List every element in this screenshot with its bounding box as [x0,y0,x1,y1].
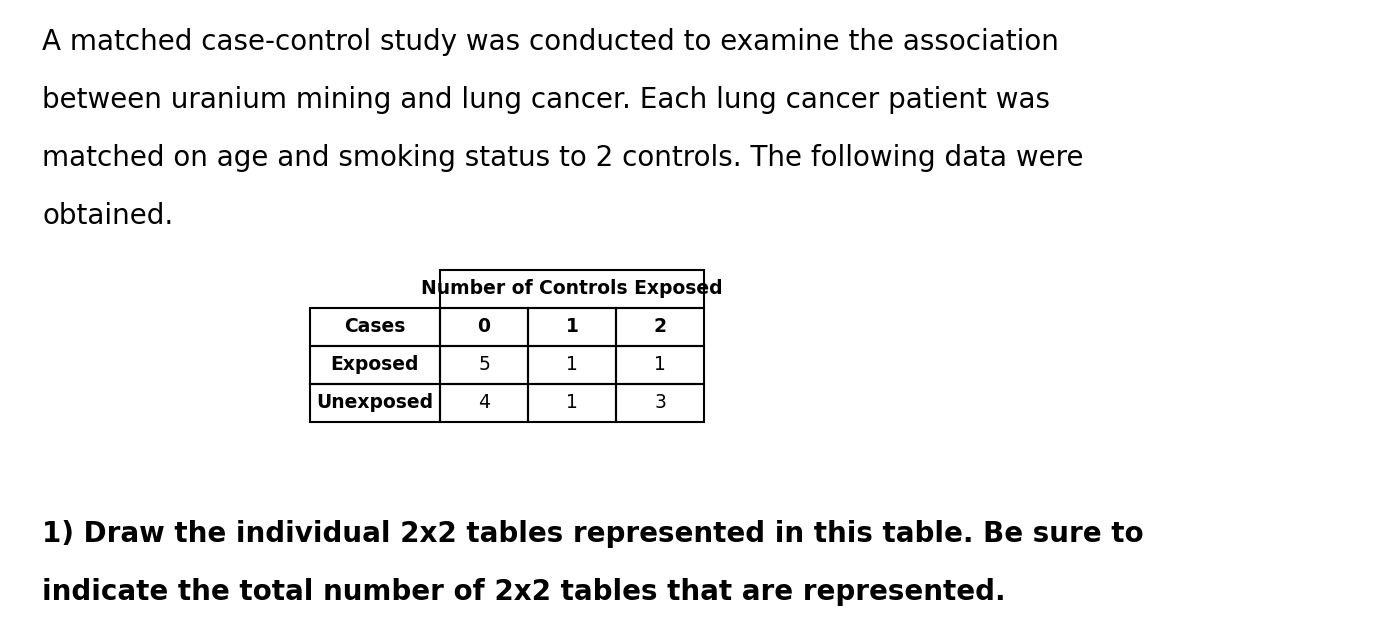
Text: 1: 1 [566,317,579,337]
Bar [616,384,704,422]
Text: indicate the total number of 2x2 tables that are represented.: indicate the total number of 2x2 tables … [42,578,1006,606]
Text: matched on age and smoking status to 2 controls. The following data were: matched on age and smoking status to 2 c… [42,144,1084,172]
Bar [440,308,529,346]
Bar [440,346,529,384]
Bar [616,308,704,346]
Text: 5: 5 [477,356,490,374]
Bar [440,384,529,422]
Bar [529,384,616,422]
Bar [440,270,704,308]
Bar [310,346,440,384]
Text: Exposed: Exposed [331,356,419,374]
Text: 1: 1 [566,394,579,413]
Text: 3: 3 [655,394,666,413]
Text: A matched case-control study was conducted to examine the association: A matched case-control study was conduct… [42,28,1059,56]
Bar [616,346,704,384]
Text: 0: 0 [477,317,490,337]
Bar [529,308,616,346]
Text: 4: 4 [477,394,490,413]
Bar [310,308,440,346]
Text: 2: 2 [653,317,667,337]
Text: obtained.: obtained. [42,202,173,230]
Text: 1: 1 [566,356,579,374]
Text: Cases: Cases [345,317,406,337]
Bar [529,346,616,384]
Text: between uranium mining and lung cancer. Each lung cancer patient was: between uranium mining and lung cancer. … [42,86,1050,114]
Text: 1) Draw the individual 2x2 tables represented in this table. Be sure to: 1) Draw the individual 2x2 tables repres… [42,520,1143,548]
Bar [310,384,440,422]
Text: 1: 1 [655,356,666,374]
Text: Number of Controls Exposed: Number of Controls Exposed [421,279,722,299]
Text: Unexposed: Unexposed [317,394,433,413]
